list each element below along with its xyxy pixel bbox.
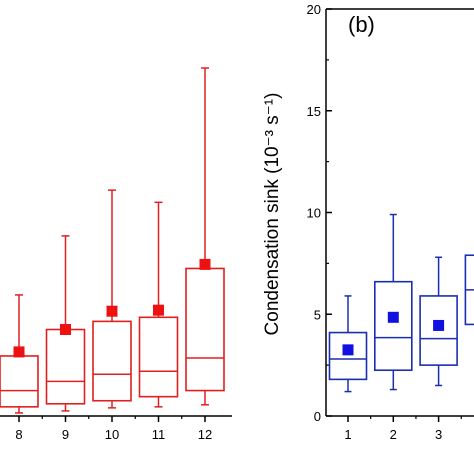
panel-b: (b) Condensation sink (10⁻³ s⁻¹) 0 5 10 15 2… <box>262 2 474 442</box>
mean-marker <box>199 258 211 270</box>
box-iqr <box>92 320 132 402</box>
panel-b-label: (b) <box>348 12 375 37</box>
x-tick-label: 3 <box>435 427 442 442</box>
y-tick-label: 5 <box>314 307 321 322</box>
y-tick-label: 15 <box>307 104 321 119</box>
x-tick-label: 2 <box>390 427 397 442</box>
box-iqr <box>373 280 413 372</box>
panel-a: 8 9 10 11 12 <box>0 67 232 442</box>
x-tick-label: 11 <box>152 427 166 442</box>
mean-marker <box>13 346 25 358</box>
box-iqr <box>328 331 368 381</box>
y-tick-label: 10 <box>307 206 321 221</box>
mean-marker <box>342 344 354 356</box>
x-tick-label: 12 <box>198 427 212 442</box>
x-tick-label: 9 <box>62 427 69 442</box>
mean-marker <box>153 304 164 316</box>
y-tick-label: 20 <box>307 2 321 17</box>
x-tick-label: 8 <box>15 427 22 442</box>
x-tick-label: 1 <box>344 427 351 442</box>
y-tick-label: 0 <box>314 409 321 424</box>
box-iqr <box>185 267 225 392</box>
box-iqr <box>0 355 39 408</box>
x-tick-label: 10 <box>105 427 119 442</box>
mean-marker <box>433 319 445 331</box>
mean-marker <box>387 311 399 323</box>
mean-marker <box>60 324 71 336</box>
mean-marker <box>106 305 118 317</box>
box-iqr <box>45 328 86 405</box>
box-iqr <box>138 316 179 398</box>
panel-b-y-axis-label: Condensation sink (10⁻³ s⁻¹) <box>262 93 283 336</box>
